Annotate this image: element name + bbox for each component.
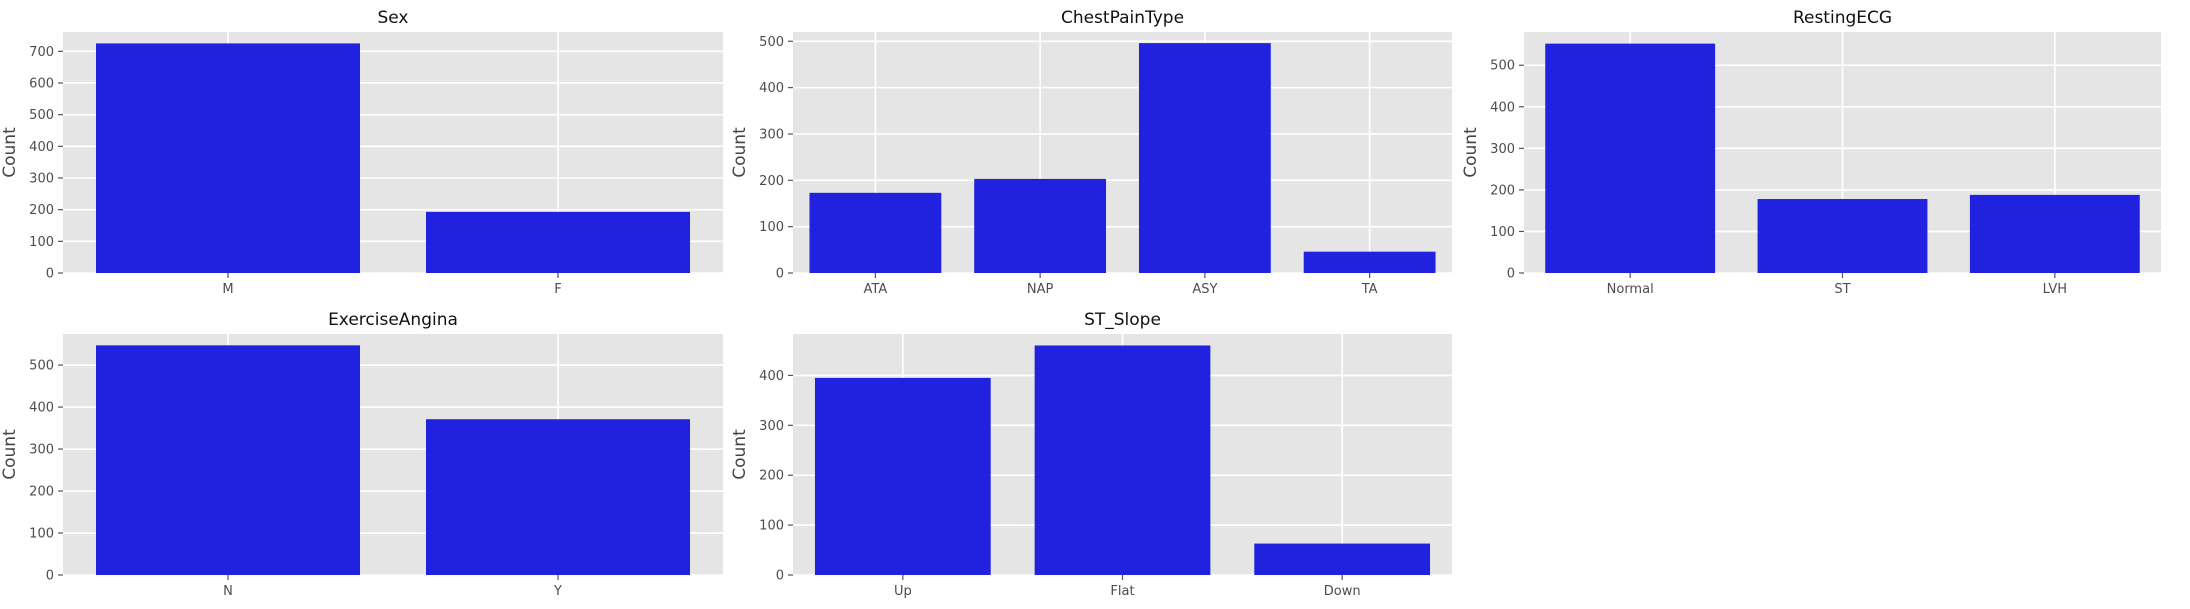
y-tick-label: 400 — [1490, 100, 1515, 115]
bar-f — [426, 211, 690, 273]
bar-nap — [974, 178, 1107, 273]
bar-normal — [1545, 43, 1716, 273]
chart-title: ExerciseAngina — [328, 310, 458, 330]
y-axis-label: Count — [1461, 127, 1481, 178]
y-tick-label: 200 — [29, 485, 54, 500]
y-tick-label: 200 — [759, 469, 784, 484]
subplot-exerciseangina: 0 100 200 300 400 500 N Y ExerciseAngina Count — [0, 310, 723, 599]
y-tick-label: 0 — [776, 267, 784, 282]
chart-title: Sex — [377, 8, 408, 28]
bar-asy — [1138, 43, 1271, 273]
bar-n — [96, 345, 360, 575]
bar-ta — [1303, 251, 1436, 273]
bar-up — [814, 377, 991, 575]
bar-flat — [1034, 345, 1211, 575]
x-tick-label: Normal — [1607, 282, 1654, 297]
bar-ata — [809, 192, 942, 273]
subplot-chestpaintype: 0 100 200 300 400 500 ATA NAP ASY TA ChestPainType… — [730, 8, 1452, 297]
x-tick-label: NAP — [1027, 282, 1054, 297]
y-tick-label: 200 — [759, 174, 784, 189]
y-tick-label: 400 — [29, 140, 54, 155]
x-tick-label: Flat — [1110, 584, 1134, 599]
y-tick-label: 200 — [29, 203, 54, 218]
chart-title: RestingECG — [1793, 8, 1892, 28]
y-tick-label: 300 — [1490, 142, 1515, 157]
bar-down — [1254, 543, 1431, 575]
x-tick-label: N — [223, 584, 233, 599]
y-tick-label: 500 — [29, 108, 54, 123]
y-tick-label: 400 — [759, 81, 784, 96]
y-tick-label: 100 — [29, 235, 54, 250]
y-tick-label: 100 — [29, 527, 54, 542]
y-tick-label: 0 — [1507, 267, 1515, 282]
y-tick-label: 300 — [759, 127, 784, 142]
y-tick-label: 300 — [29, 171, 54, 186]
bar-lvh — [1969, 194, 2140, 273]
x-tick-label: ST — [1834, 282, 1850, 297]
y-tick-label: 400 — [759, 369, 784, 384]
x-tick-label: Down — [1324, 584, 1361, 599]
y-axis-label: Count — [730, 429, 750, 480]
subplot-restingecg: 0 100 200 300 400 500 Normal ST LVH RestingECG Cou… — [1461, 8, 2161, 297]
y-tick-label: 200 — [1490, 183, 1515, 198]
y-tick-label: 300 — [29, 443, 54, 458]
y-tick-label: 600 — [29, 76, 54, 91]
chart-title: ST_Slope — [1084, 310, 1161, 330]
y-tick-label: 500 — [1490, 59, 1515, 74]
y-tick-label: 100 — [759, 220, 784, 235]
subplot-sex: 0 100 200 300 400 500 600 700 M F Sex Count — [0, 8, 723, 297]
y-tick-label: 700 — [29, 45, 54, 60]
x-tick-label: TA — [1361, 282, 1378, 297]
y-tick-label: 100 — [759, 519, 784, 534]
y-tick-label: 500 — [759, 35, 784, 50]
x-tick-label: ASY — [1192, 282, 1217, 297]
subplot-st-slope: 0 100 200 300 400 Up Flat Down ST_Slope Count — [730, 310, 1452, 599]
bar-m — [96, 43, 360, 273]
y-tick-label: 100 — [1490, 225, 1515, 240]
y-axis-label: Count — [0, 429, 20, 480]
x-tick-label: F — [554, 282, 561, 297]
y-tick-label: 400 — [29, 401, 54, 416]
bar-y — [426, 419, 690, 575]
bar-st — [1757, 199, 1928, 273]
y-tick-label: 300 — [759, 419, 784, 434]
y-axis-label: Count — [0, 127, 20, 178]
y-tick-label: 500 — [29, 359, 54, 374]
y-axis-label: Count — [730, 127, 750, 178]
chart-title: ChestPainType — [1061, 8, 1184, 28]
y-tick-label: 0 — [776, 569, 784, 584]
y-tick-label: 0 — [46, 267, 54, 282]
x-tick-label: LVH — [2043, 282, 2067, 297]
x-tick-label: ATA — [864, 282, 888, 297]
x-tick-label: Up — [894, 584, 912, 599]
x-tick-label: Y — [553, 584, 562, 599]
x-tick-label: M — [222, 282, 233, 297]
y-tick-label: 0 — [46, 569, 54, 584]
